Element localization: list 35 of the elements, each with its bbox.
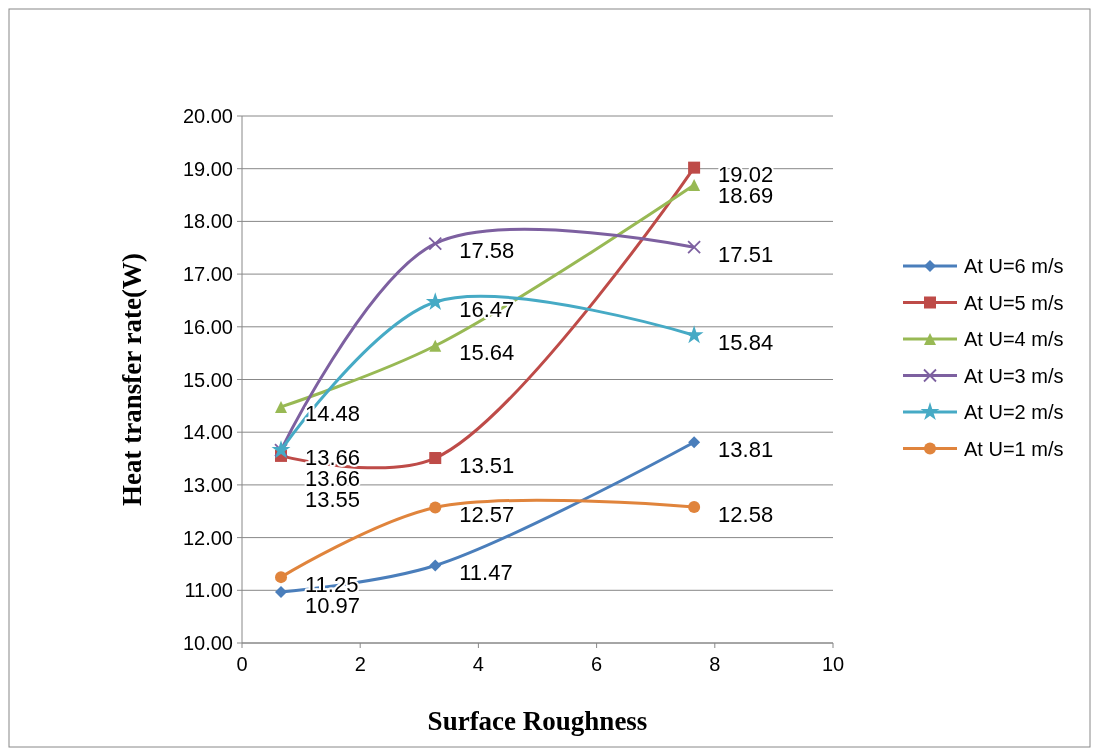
x-tick-label: 4 xyxy=(472,653,484,675)
y-tick-label: 11.00 xyxy=(184,579,233,602)
x-tick-label: 10 xyxy=(821,653,845,675)
y-tick-label: 14.00 xyxy=(182,421,233,444)
x-tick-label: 0 xyxy=(236,653,248,675)
y-tick-label: 16.00 xyxy=(182,315,233,338)
data-label: 17.58 xyxy=(459,238,515,264)
legend-label: At U=2 m/s xyxy=(964,401,1064,423)
y-tick-label: 12.00 xyxy=(182,526,233,549)
y-tick-label: 13.00 xyxy=(182,473,233,496)
legend-label: At U=5 m/s xyxy=(964,291,1064,314)
y-tick-label: 17.00 xyxy=(182,263,233,286)
y-tick-label: 19.00 xyxy=(182,157,233,180)
legend-label: At U=1 m/s xyxy=(964,437,1064,460)
y-tick-label: 10.00 xyxy=(182,632,233,654)
data-label: 12.58 xyxy=(718,501,774,527)
y-tick-label: 18.00 xyxy=(182,210,233,233)
x-axis-title: Surface Roughness xyxy=(427,706,648,736)
data-label: 12.57 xyxy=(459,502,515,528)
x-tick-label: 6 xyxy=(591,653,603,675)
data-label: 15.64 xyxy=(459,340,515,366)
x-tick-label: 2 xyxy=(354,653,366,675)
data-label: 15.84 xyxy=(718,329,774,355)
legend-label: At U=6 m/s xyxy=(964,255,1064,277)
legend-label: At U=3 m/s xyxy=(964,364,1064,387)
legend-label: At U=4 m/s xyxy=(964,328,1064,350)
data-label: 13.51 xyxy=(459,452,515,478)
x-tick-label: 8 xyxy=(709,653,721,675)
data-label: 10.97 xyxy=(305,592,361,618)
y-tick-label: 20.00 xyxy=(182,105,233,127)
data-label: 17.51 xyxy=(718,241,774,267)
data-label: 11.47 xyxy=(459,560,513,586)
y-tick-label: 15.00 xyxy=(182,368,233,391)
data-label: 13.81 xyxy=(718,436,774,462)
y-axis-title: Heat transfer rate(W) xyxy=(117,253,147,506)
